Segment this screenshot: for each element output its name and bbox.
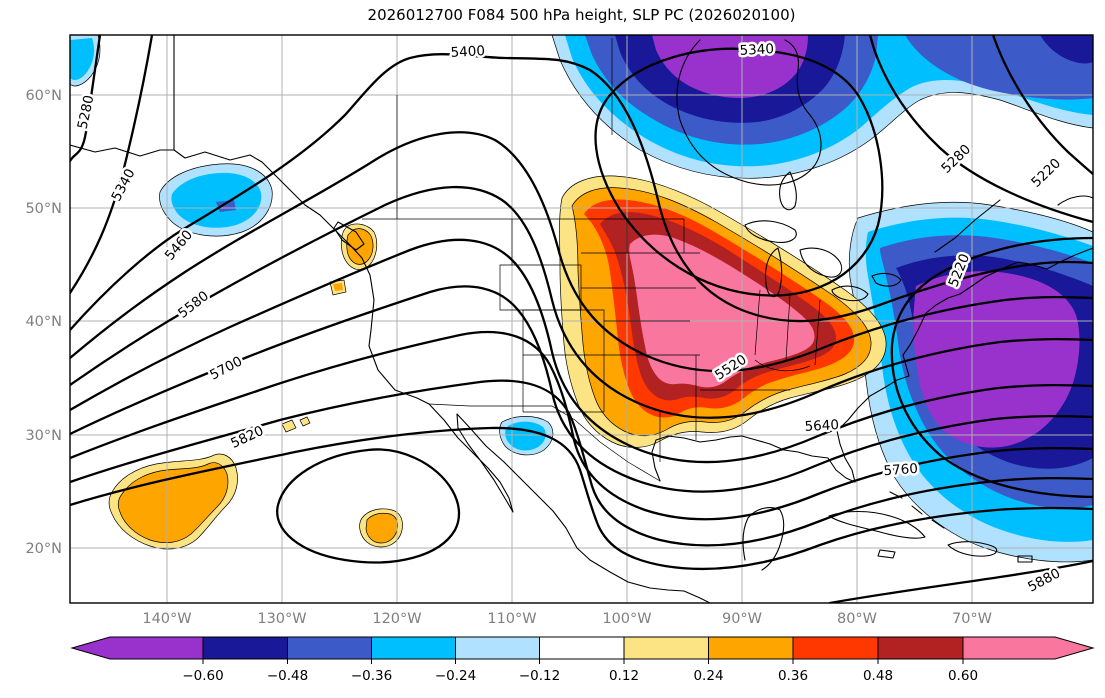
axis-tick-labels: 140°W 130°W 120°W 110°W 100°W 90°W 80°W 70°W 60°… <box>25 88 992 627</box>
contour-label: 5220 <box>1028 155 1064 190</box>
lat-tick-label: 30°N <box>25 428 62 444</box>
coastlines <box>70 35 1093 603</box>
contour-label: 5580 <box>175 288 212 322</box>
colorbar-tick-label: −0.24 <box>435 668 476 684</box>
negative-anomaly-corner <box>70 35 101 87</box>
lon-tick-label: 70°W <box>952 611 992 627</box>
lat-tick-label: 40°N <box>25 314 62 330</box>
lat-tick-label: 50°N <box>25 201 62 217</box>
contour-label: 5700 <box>207 353 245 383</box>
colorbar-tick-label: −0.12 <box>519 668 560 684</box>
contour-label: 5280 <box>75 94 98 131</box>
colorbar-tick-label: 0.48 <box>863 668 893 684</box>
contour-label: 5400 <box>450 43 485 61</box>
positive-anomaly-pacific <box>108 416 403 550</box>
colorbar-segment <box>371 636 456 660</box>
anomaly-shading <box>70 35 1093 563</box>
contour-label: 5760 <box>883 461 918 479</box>
negative-anomaly-ne-pacific <box>159 163 273 237</box>
lon-tick-label: 100°W <box>602 611 651 627</box>
chart-title: 2026012700 F084 500 hPa height, SLP PC (… <box>367 6 796 24</box>
colorbar-segment <box>623 636 709 660</box>
height-contours <box>70 35 1093 603</box>
colorbar-tick-label: 0.24 <box>693 668 723 684</box>
lon-tick-label: 120°W <box>372 611 421 627</box>
colorbar-tick-label: −0.36 <box>351 668 392 684</box>
contour-label: 5640 <box>804 417 839 435</box>
colorbar-tick-label: 0.12 <box>609 668 639 684</box>
lon-tick-label: 90°W <box>722 611 762 627</box>
colorbar-segment <box>539 636 625 660</box>
lon-tick-label: 140°W <box>142 611 191 627</box>
colorbar-tick-label: 0.36 <box>778 668 808 684</box>
lon-tick-label: 110°W <box>487 611 536 627</box>
map-frame <box>69 34 1094 604</box>
colorbar: −0.60 −0.48 −0.36 −0.24 −0.12 0.12 0.24 0.36 0.4… <box>70 636 1095 684</box>
lon-tick-label: 130°W <box>257 611 306 627</box>
colorbar-segment <box>202 636 288 660</box>
colorbar-segment <box>287 636 372 660</box>
colorbar-tick-label: −0.48 <box>267 668 308 684</box>
positive-anomaly-vancouver <box>329 223 378 296</box>
colorbar-segment <box>455 636 540 660</box>
colorbar-segment <box>708 636 794 660</box>
colorbar-tick-label: −0.60 <box>182 668 223 684</box>
colorbar-segment <box>792 636 879 660</box>
contour-label: 5340 <box>739 41 774 59</box>
colorbar-under-arrow <box>70 636 204 660</box>
negative-anomaly-hudson <box>551 35 1093 179</box>
contour-label: 5820 <box>228 423 266 452</box>
lat-tick-label: 60°N <box>25 88 62 104</box>
contour-label: 5340 <box>108 166 138 204</box>
colorbar-segment <box>877 636 964 660</box>
lon-tick-label: 80°W <box>837 611 877 627</box>
colorbar-over-arrow <box>962 636 1095 660</box>
positive-anomaly-great-lakes <box>559 175 887 448</box>
lat-tick-label: 20°N <box>25 541 62 557</box>
colorbar-tick-label: 0.60 <box>948 668 978 684</box>
